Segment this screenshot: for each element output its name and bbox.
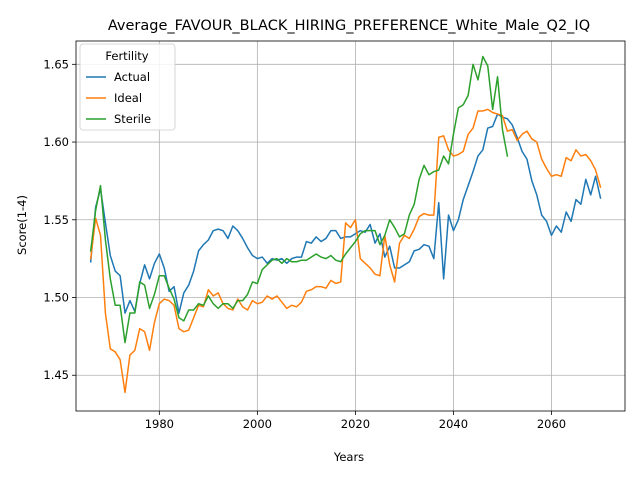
x-axis-label: Years: [333, 450, 364, 464]
y-tick-label: 1.50: [43, 291, 69, 305]
legend-entries: Actual Ideal Sterile: [86, 70, 151, 126]
y-tick-label: 1.55: [43, 213, 69, 227]
x-tick-label: 2060: [537, 417, 566, 431]
series-line-sterile: [89, 55, 509, 344]
series-line-ideal: [89, 108, 602, 394]
ticks: 1980 2000 2020 2040 2060 1.45 1.50 1.55 1.60 1.65: [43, 57, 566, 431]
x-tick-label: 2000: [243, 417, 272, 431]
grid: [76, 41, 625, 411]
y-tick-label: 1.65: [43, 57, 69, 71]
legend-label-actual: Actual: [114, 70, 150, 84]
chart-title: Average_FAVOUR_BLACK_HIRING_PREFERENCE_W…: [108, 18, 590, 34]
x-tick-label: 2040: [439, 417, 468, 431]
legend-label-sterile: Sterile: [114, 112, 151, 126]
plot-frame: [75, 40, 626, 412]
legend: Fertility Actual Ideal Sterile: [79, 43, 176, 131]
series-line-actual: [89, 113, 602, 314]
y-axis-label: Score(1-4): [15, 195, 29, 255]
legend-label-ideal: Ideal: [114, 91, 142, 105]
x-tick-label: 2020: [341, 417, 370, 431]
x-tick-label: 1980: [145, 417, 174, 431]
series-lines: [89, 55, 602, 394]
y-tick-label: 1.60: [43, 135, 69, 149]
legend-title: Fertility: [105, 49, 148, 63]
legend-box: [79, 43, 176, 131]
y-tick-label: 1.45: [43, 368, 69, 382]
